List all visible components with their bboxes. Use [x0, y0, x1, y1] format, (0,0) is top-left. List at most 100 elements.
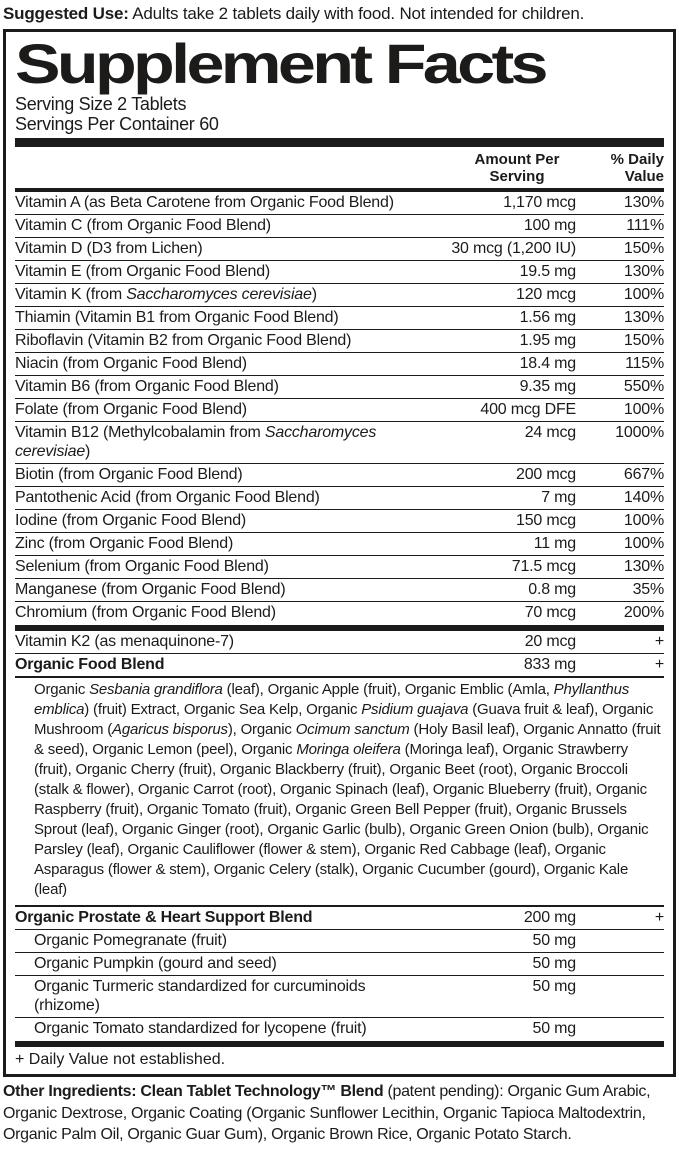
nutrient-row: Organic Turmeric standardized for curcum…	[15, 975, 664, 1017]
text-segment: Manganese (from Organic Food Blend)	[15, 581, 286, 598]
text-segment: Other Ingredients: Clean Tablet Technolo…	[3, 1083, 384, 1100]
nutrient-name: Chromium (from Organic Food Blend)	[15, 603, 426, 622]
text-segment: Vitamin B6 (from Organic Food Blend)	[15, 378, 279, 395]
nutrient-row: Vitamin B12 (Methylcobalamin from Saccha…	[15, 421, 664, 463]
nutrient-name: Organic Pomegranate (fruit)	[15, 931, 426, 950]
nutrient-row: Organic Food Blend 833 mg +	[15, 653, 664, 676]
nutrient-amount: 9.35 mg	[519, 378, 577, 395]
text-segment: Organic Food Blend	[15, 656, 165, 673]
nutrient-daily-value: +	[654, 909, 664, 926]
nutrient-name: Organic Food Blend	[15, 655, 426, 674]
nutrient-amount: 0.8 mg	[528, 581, 576, 598]
nutrient-amount: 833 mg	[523, 656, 576, 673]
nutrient-name: Vitamin A (as Beta Carotene from Organic…	[15, 193, 426, 212]
nutrient-amount: 70 mcg	[524, 604, 576, 621]
nutrient-daily-value: 111%	[626, 217, 664, 234]
nutrient-daily-value: 130%	[623, 309, 664, 326]
nutrient-row: Niacin (from Organic Food Blend) 18.4 mg 1…	[15, 352, 664, 375]
panel-title: Supplement Facts	[15, 32, 549, 95]
text-segment: Agaricus bisporus	[112, 721, 228, 738]
text-segment: Biotin (from Organic Food Blend)	[15, 466, 243, 483]
nutrient-row: Organic Pomegranate (fruit) 50 mg	[15, 929, 664, 952]
servings-per-container: Servings Per Container 60	[15, 114, 219, 134]
text-segment: Adults take 2 tablets daily with food. N…	[128, 4, 585, 23]
text-segment: Riboflavin (Vitamin B2 from Organic Food…	[15, 332, 352, 349]
header-row: Amount Per Serving % Daily Value	[15, 147, 664, 192]
nutrient-name: Vitamin C (from Organic Food Blend)	[15, 216, 426, 235]
nutrient-name: Organic Prostate & Heart Support Blend	[15, 908, 426, 927]
nutrient-daily-value: +	[654, 656, 664, 673]
amount-per-serving-header: Amount Per Serving	[474, 151, 560, 185]
nutrient-row: Selenium (from Organic Food Blend) 71.5 m…	[15, 555, 664, 578]
nutrient-name: Thiamin (Vitamin B1 from Organic Food Bl…	[15, 308, 426, 327]
nutrient-amount: 1.56 mg	[519, 309, 577, 326]
text-segment: (Guava fruit & leaf), Organic Mushroom (	[34, 701, 654, 738]
text-segment: Organic Prostate & Heart Support Blend	[15, 909, 313, 926]
nutrient-row: Pantothenic Acid (from Organic Food Blen…	[15, 486, 664, 509]
nutrient-name: Organic Turmeric standardized for curcum…	[15, 977, 426, 1015]
text-segment: Zinc (from Organic Food Blend)	[15, 535, 234, 552]
nutrient-amount: 400 mcg DFE	[480, 401, 576, 418]
text-segment: Organic Tomato standardized for lycopene…	[34, 1020, 367, 1037]
nutrient-daily-value: 667%	[623, 466, 664, 483]
text-segment: Vitamin D (D3 from Lichen)	[15, 240, 203, 257]
nutrient-name: Zinc (from Organic Food Blend)	[15, 534, 426, 553]
nutrient-row: Manganese (from Organic Food Blend) 0.8 m…	[15, 578, 664, 601]
text-segment: )	[85, 443, 91, 460]
nutrient-amount: 7 mg	[541, 489, 576, 506]
nutrient-daily-value: 130%	[623, 558, 664, 575]
text-segment: Vitamin B12 (Methylcobalamin from	[15, 424, 265, 441]
nutrient-daily-value: 100%	[623, 535, 664, 552]
daily-value-footnote: + Daily Value not established.	[15, 1051, 226, 1068]
nutrient-daily-value: 550%	[623, 378, 664, 395]
nutrient-daily-value: 200%	[623, 604, 664, 621]
text-segment: Organic	[34, 681, 90, 698]
text-segment: Psidium guajava	[361, 701, 469, 718]
text-segment: Saccharomyces cerevisiae	[126, 286, 312, 303]
text-segment: Organic Pomegranate (fruit)	[34, 932, 227, 949]
text-segment: Chromium (from Organic Food Blend)	[15, 604, 276, 621]
text-segment: (leaf), Organic Apple (fruit), Organic E…	[222, 681, 554, 698]
daily-value-header: % Daily Value	[610, 151, 664, 185]
text-segment: Moringa oleifera	[296, 741, 401, 758]
divider-bar	[15, 625, 664, 631]
nutrient-name: Pantothenic Acid (from Organic Food Blen…	[15, 488, 426, 507]
text-segment: ), Organic	[227, 721, 296, 738]
nutrient-daily-value: 100%	[623, 401, 664, 418]
nutrient-name: Biotin (from Organic Food Blend)	[15, 465, 426, 484]
nutrient-daily-value: 130%	[623, 194, 664, 211]
nutrient-name: Iodine (from Organic Food Blend)	[15, 511, 426, 530]
nutrient-row: Riboflavin (Vitamin B2 from Organic Food…	[15, 329, 664, 352]
nutrient-daily-value: 35%	[632, 581, 665, 598]
text-segment: Pantothenic Acid (from Organic Food Blen…	[15, 489, 320, 506]
divider-bar	[15, 138, 664, 147]
nutrient-name: Vitamin K2 (as menaquinone-7)	[15, 632, 426, 651]
nutrient-daily-value: 115%	[625, 355, 664, 372]
nutrient-amount: 200 mg	[523, 909, 576, 926]
text-segment: Niacin (from Organic Food Blend)	[15, 355, 247, 372]
nutrient-amount: 11 mg	[533, 535, 576, 552]
nutrient-daily-value: 150%	[623, 332, 664, 349]
nutrient-row: Vitamin B6 (from Organic Food Blend) 9.35…	[15, 375, 664, 398]
nutrient-row: Thiamin (Vitamin B1 from Organic Food Bl…	[15, 306, 664, 329]
nutrient-amount: 50 mg	[532, 978, 577, 995]
nutrient-row: Folate (from Organic Food Blend) 400 mcg …	[15, 398, 664, 421]
nutrient-row: Zinc (from Organic Food Blend) 11 mg 100%	[15, 532, 664, 555]
serving-size: Serving Size 2 Tablets	[15, 94, 187, 114]
other-ingredients: Other Ingredients: Clean Tablet Technolo…	[0, 1077, 679, 1152]
nutrient-row: Iodine (from Organic Food Blend) 150 mcg 1…	[15, 509, 664, 532]
text-segment: (Holy Basil leaf), Organic Annatto (frui…	[34, 721, 661, 758]
nutrient-name: Organic Tomato standardized for lycopene…	[15, 1019, 426, 1038]
nutrient-row: Organic Tomato standardized for lycopene…	[15, 1017, 664, 1040]
text-segment: Thiamin (Vitamin B1 from Organic Food Bl…	[15, 309, 339, 326]
nutrient-amount: 24 mcg	[524, 424, 576, 441]
nutrient-row: Vitamin K2 (as menaquinone-7) 20 mcg +	[15, 631, 664, 653]
text-segment: Vitamin A (as Beta Carotene from Organic…	[15, 194, 394, 211]
nutrient-amount: 19.5 mg	[519, 263, 577, 280]
nutrient-amount: 20 mcg	[524, 633, 576, 650]
nutrient-daily-value: 1000%	[615, 424, 664, 441]
text-segment: Sesbania grandiflora	[89, 681, 223, 698]
nutrient-amount: 150 mcg	[516, 512, 576, 529]
nutrient-amount: 50 mg	[532, 1020, 577, 1037]
nutrient-daily-value: 100%	[623, 286, 664, 303]
